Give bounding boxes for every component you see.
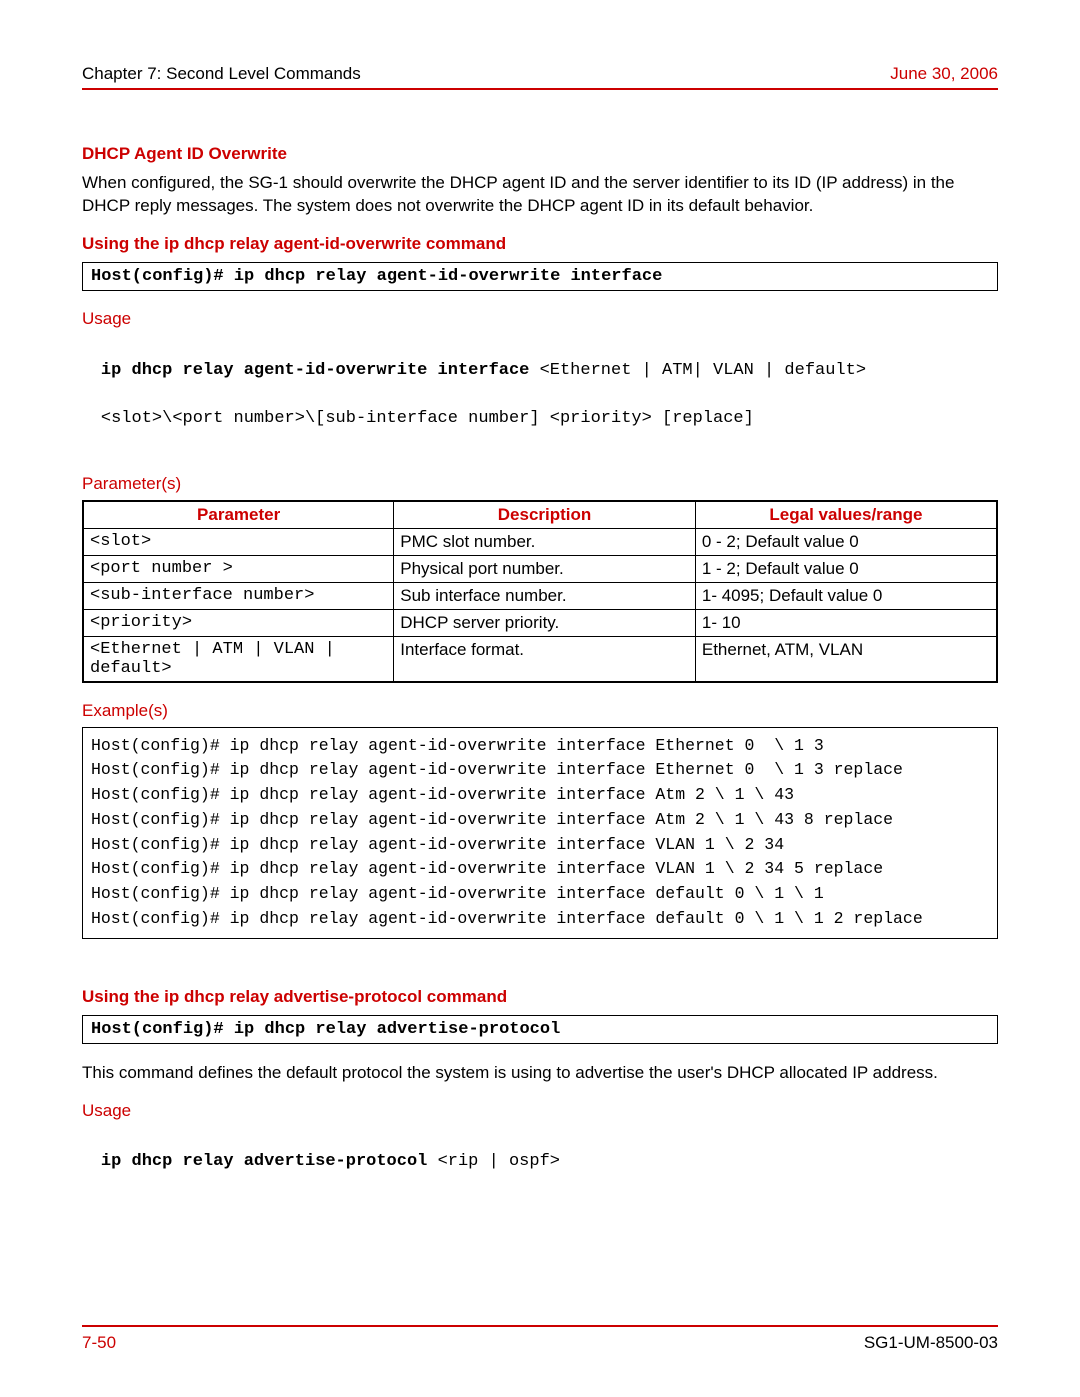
cell: <Ethernet | ATM | VLAN | default> — [83, 636, 394, 682]
example-line: Host(config)# ip dhcp relay agent-id-ove… — [91, 760, 903, 779]
cell: 1 - 2; Default value 0 — [695, 555, 997, 582]
cmd2-usage-rest: <rip | ospf> — [438, 1152, 560, 1171]
example-line: Host(config)# ip dhcp relay agent-id-ove… — [91, 810, 893, 829]
cmd1-examples-label: Example(s) — [82, 701, 998, 721]
cell: DHCP server priority. — [394, 609, 696, 636]
cell: 1- 4095; Default value 0 — [695, 582, 997, 609]
cmd1-params-label: Parameter(s) — [82, 474, 998, 494]
cmd2-box: Host(config)# ip dhcp relay advertise-pr… — [82, 1015, 998, 1044]
cmd2-desc: This command defines the default protoco… — [82, 1062, 998, 1085]
table-row: <Ethernet | ATM | VLAN | default> Interf… — [83, 636, 997, 682]
cell: Physical port number. — [394, 555, 696, 582]
section-intro: When configured, the SG-1 should overwri… — [82, 172, 998, 218]
cmd1-usage-line1: <Ethernet | ATM| VLAN | default> — [540, 361, 866, 380]
cell: Sub interface number. — [394, 582, 696, 609]
page-footer: 7-50 SG1-UM-8500-03 — [82, 1325, 998, 1353]
cell: Ethernet, ATM, VLAN — [695, 636, 997, 682]
params-header-row: Parameter Description Legal values/range — [83, 501, 997, 529]
example-line: Host(config)# ip dhcp relay agent-id-ove… — [91, 884, 824, 903]
cmd1-usage: ip dhcp relay agent-id-overwrite interfa… — [82, 335, 998, 454]
cell: <priority> — [83, 609, 394, 636]
cmd1-usage-label: Usage — [82, 309, 998, 329]
cell: 1- 10 — [695, 609, 997, 636]
table-row: <port number > Physical port number. 1 -… — [83, 555, 997, 582]
doc-id: SG1-UM-8500-03 — [864, 1333, 998, 1353]
page-number: 7-50 — [82, 1333, 116, 1353]
cell: <port number > — [83, 555, 394, 582]
cmd2-usage-bold: ip dhcp relay advertise-protocol — [101, 1152, 438, 1171]
cell: <slot> — [83, 528, 394, 555]
table-row: <priority> DHCP server priority. 1- 10 — [83, 609, 997, 636]
page: Chapter 7: Second Level Commands June 30… — [0, 0, 1080, 1397]
chapter-title: Chapter 7: Second Level Commands — [82, 64, 361, 84]
table-row: <sub-interface number> Sub interface num… — [83, 582, 997, 609]
table-row: <slot> PMC slot number. 0 - 2; Default v… — [83, 528, 997, 555]
example-line: Host(config)# ip dhcp relay agent-id-ove… — [91, 736, 824, 755]
example-line: Host(config)# ip dhcp relay agent-id-ove… — [91, 909, 923, 928]
params-table: Parameter Description Legal values/range… — [82, 500, 998, 683]
page-header: Chapter 7: Second Level Commands June 30… — [82, 64, 998, 90]
cmd2-usage-label: Usage — [82, 1101, 998, 1121]
cell: 0 - 2; Default value 0 — [695, 528, 997, 555]
example-line: Host(config)# ip dhcp relay agent-id-ove… — [91, 835, 784, 854]
cmd1-usage-bold: ip dhcp relay agent-id-overwrite interfa… — [101, 361, 540, 380]
cmd2-heading: Using the ip dhcp relay advertise-protoc… — [82, 987, 998, 1007]
col-description: Description — [394, 501, 696, 529]
col-parameter: Parameter — [83, 501, 394, 529]
cell: PMC slot number. — [394, 528, 696, 555]
cell: <sub-interface number> — [83, 582, 394, 609]
example-line: Host(config)# ip dhcp relay agent-id-ove… — [91, 859, 883, 878]
cmd1-examples: Host(config)# ip dhcp relay agent-id-ove… — [82, 727, 998, 939]
cmd1-heading: Using the ip dhcp relay agent-id-overwri… — [82, 234, 998, 254]
example-line: Host(config)# ip dhcp relay agent-id-ove… — [91, 785, 794, 804]
col-legal-values: Legal values/range — [695, 501, 997, 529]
cmd1-usage-line2: <slot>\<port number>\[sub-interface numb… — [101, 409, 754, 428]
cmd1-box: Host(config)# ip dhcp relay agent-id-ove… — [82, 262, 998, 291]
cmd2-usage: ip dhcp relay advertise-protocol <rip | … — [82, 1127, 998, 1198]
section-title-dhcp-agent-id-overwrite: DHCP Agent ID Overwrite — [82, 144, 998, 164]
cell: Interface format. — [394, 636, 696, 682]
header-date: June 30, 2006 — [890, 64, 998, 84]
